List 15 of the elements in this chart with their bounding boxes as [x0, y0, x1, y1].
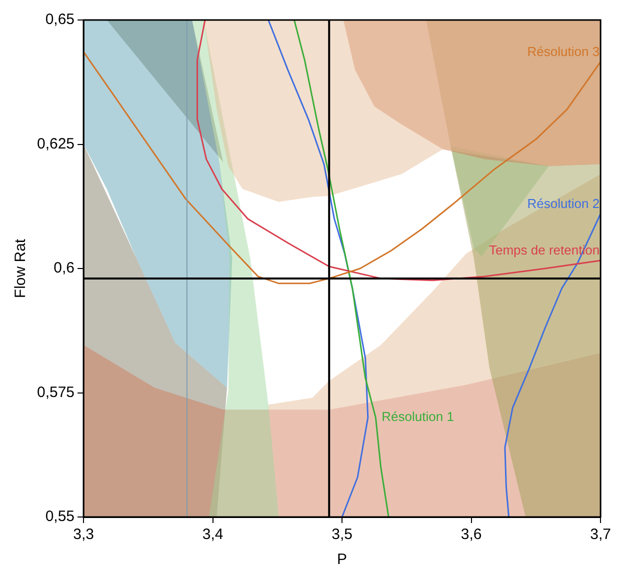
x-tick-label: 3,6: [460, 526, 482, 544]
y-tick-label: 0,55: [45, 508, 75, 526]
x-tick-label: 3,3: [73, 526, 94, 544]
y-tick-label: 0,6: [54, 260, 75, 277]
x-tick-label: 3,5: [332, 526, 352, 544]
series-label: Résolution 2: [527, 196, 600, 211]
y-tick-label: 0,575: [36, 384, 75, 401]
y-tick-label: 0,65: [45, 11, 75, 28]
series-label: Résolution 3: [527, 44, 600, 59]
y-axis-title: Flow Rat: [12, 238, 30, 298]
y-tick-label: 0,625: [36, 135, 75, 152]
series-label: Résolution 1: [382, 409, 454, 424]
x-axis-title: P: [337, 551, 348, 568]
x-tick-label: 3,7: [590, 526, 612, 544]
x-tick-label: 3,4: [202, 526, 224, 544]
